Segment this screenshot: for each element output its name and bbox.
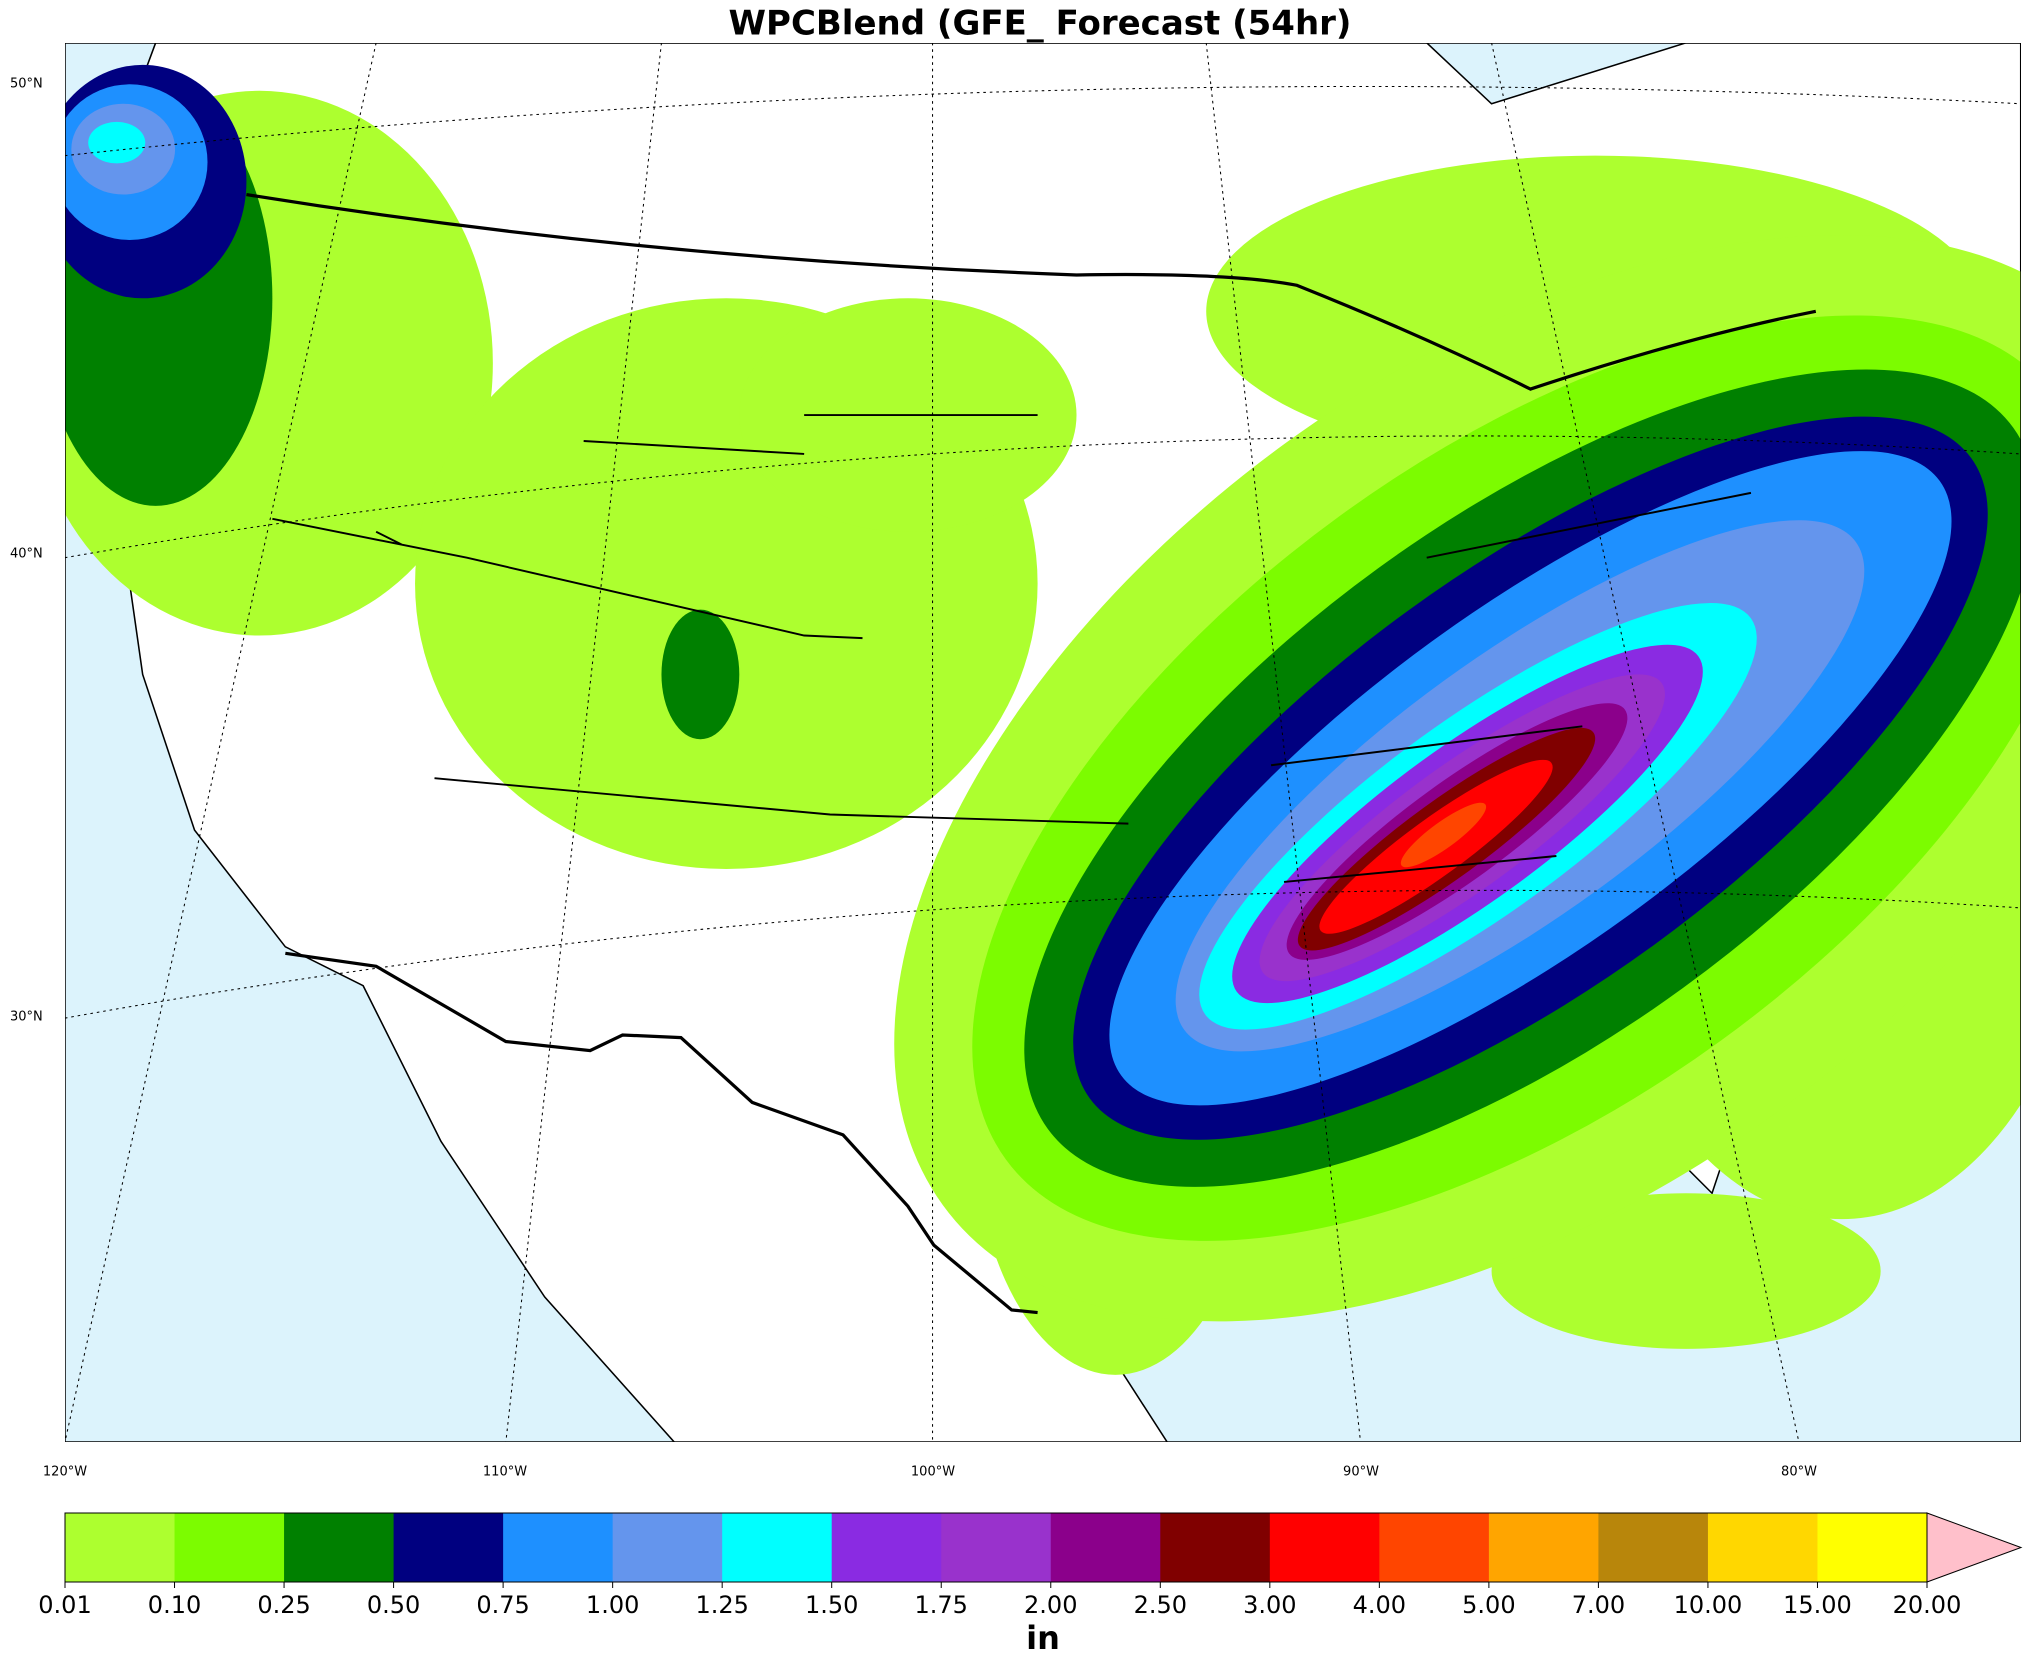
border-south [285, 951, 1038, 1315]
state-lines [272, 414, 1752, 883]
colorbar-tick-label: 0.01 [38, 1591, 91, 1619]
lat-label: 40°N [10, 547, 43, 562]
border-north [246, 192, 1817, 391]
lon-label: 80°W [1781, 1465, 1817, 1480]
lat-label: 50°N [10, 77, 43, 92]
colorbar-tick-label: 5.00 [1462, 1591, 1515, 1619]
lon-label: 100°W [911, 1465, 955, 1480]
colorbar-swatch [65, 1513, 176, 1582]
colorbar-tick-label: 1.00 [586, 1591, 639, 1619]
colorbar-swatch [503, 1513, 614, 1582]
colorbar-swatch [722, 1513, 833, 1582]
colorbar-swatch [941, 1513, 1052, 1582]
colorbar-tick-label: 0.25 [257, 1591, 310, 1619]
colorbar-tick-label: 1.75 [915, 1591, 968, 1619]
colorbar-swatch [612, 1513, 723, 1582]
colorbar-unit: in [1026, 1619, 1060, 1657]
colorbar-tick-label: 7.00 [1572, 1591, 1625, 1619]
colorbar-tick-label: 10.00 [1674, 1591, 1743, 1619]
lon-label: 90°W [1343, 1465, 1379, 1480]
colorbar-swatch [393, 1513, 504, 1582]
precip-area [1400, 802, 1487, 868]
colorbar-tick-label: 1.25 [695, 1591, 748, 1619]
colorbar-tick-label: 0.10 [148, 1591, 201, 1619]
colorbar-tick-label: 2.00 [1024, 1591, 1077, 1619]
colorbar-swatch [284, 1513, 395, 1582]
colorbar-frame [64, 1512, 1928, 1583]
colorbar: 0.01 0.10 0.25 0.50 0.75 1.00 1.25 1.50 1.75 2.00… [38, 1512, 2023, 1657]
colorbar-swatch [1050, 1513, 1161, 1582]
colorbar-swatch [174, 1513, 285, 1582]
precip-area [661, 609, 740, 740]
colorbar-extend [1926, 1512, 2023, 1583]
map [65, 43, 2021, 1442]
colorbar-swatch [1488, 1513, 1599, 1582]
colorbar-swatch [831, 1513, 942, 1582]
precip-area [1491, 1193, 1881, 1349]
title: WPCBlend (GFE_ Forecast (54hr) [729, 4, 1352, 44]
colorbar-tick-label: 20.00 [1893, 1591, 1962, 1619]
colorbar-swatch [1707, 1513, 1818, 1582]
precip-area [88, 121, 146, 164]
colorbar-swatch [1269, 1513, 1380, 1582]
lat-label: 30°N [10, 1010, 43, 1025]
colorbar-tick-label: 2.50 [1134, 1591, 1187, 1619]
colorbar-swatch [1817, 1513, 1928, 1582]
precip [65, 64, 2021, 1375]
colorbar-tick-label: 0.75 [476, 1591, 529, 1619]
main-system [894, 235, 2021, 1322]
colorbar-tick-label: 1.50 [805, 1591, 858, 1619]
colorbar-swatch [1160, 1513, 1271, 1582]
colorbar-swatch [1598, 1513, 1709, 1582]
colorbar-swatch [1379, 1513, 1490, 1582]
colorbar-tick-label: 3.00 [1243, 1591, 1296, 1619]
map-content [65, 43, 2021, 1442]
colorbar-tick-label: 4.00 [1353, 1591, 1406, 1619]
colorbar-tick-label: 0.50 [367, 1591, 420, 1619]
lon-label: 120°W [43, 1465, 87, 1480]
colorbar-tick-label: 15.00 [1783, 1591, 1852, 1619]
lon-label: 110°W [483, 1465, 527, 1480]
